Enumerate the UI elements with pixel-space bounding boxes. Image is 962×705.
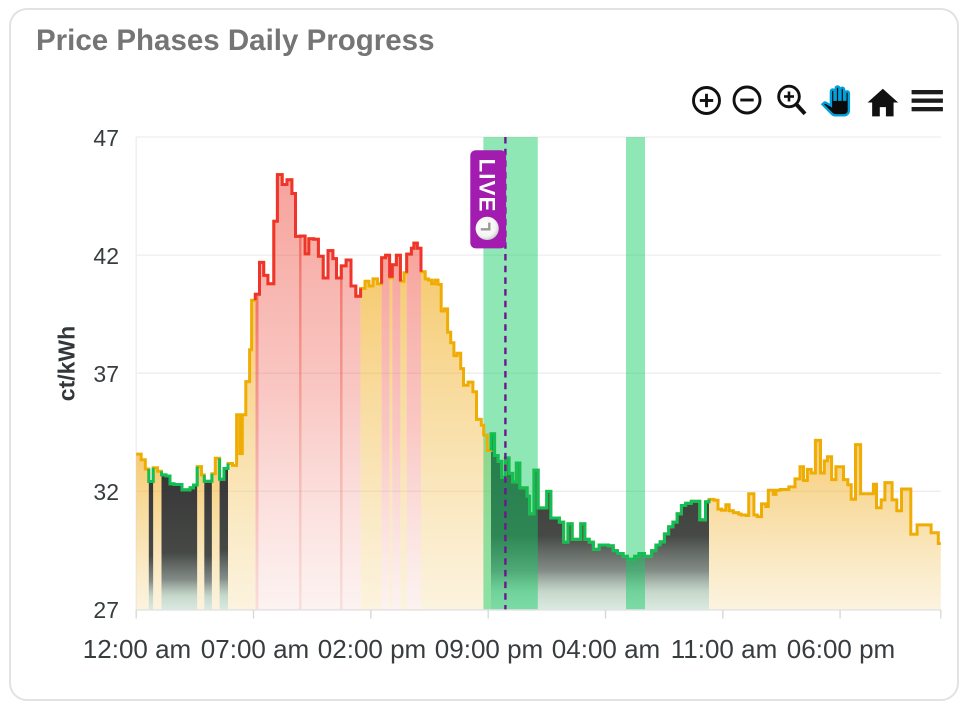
svg-text:LIVE: LIVE xyxy=(475,159,500,213)
